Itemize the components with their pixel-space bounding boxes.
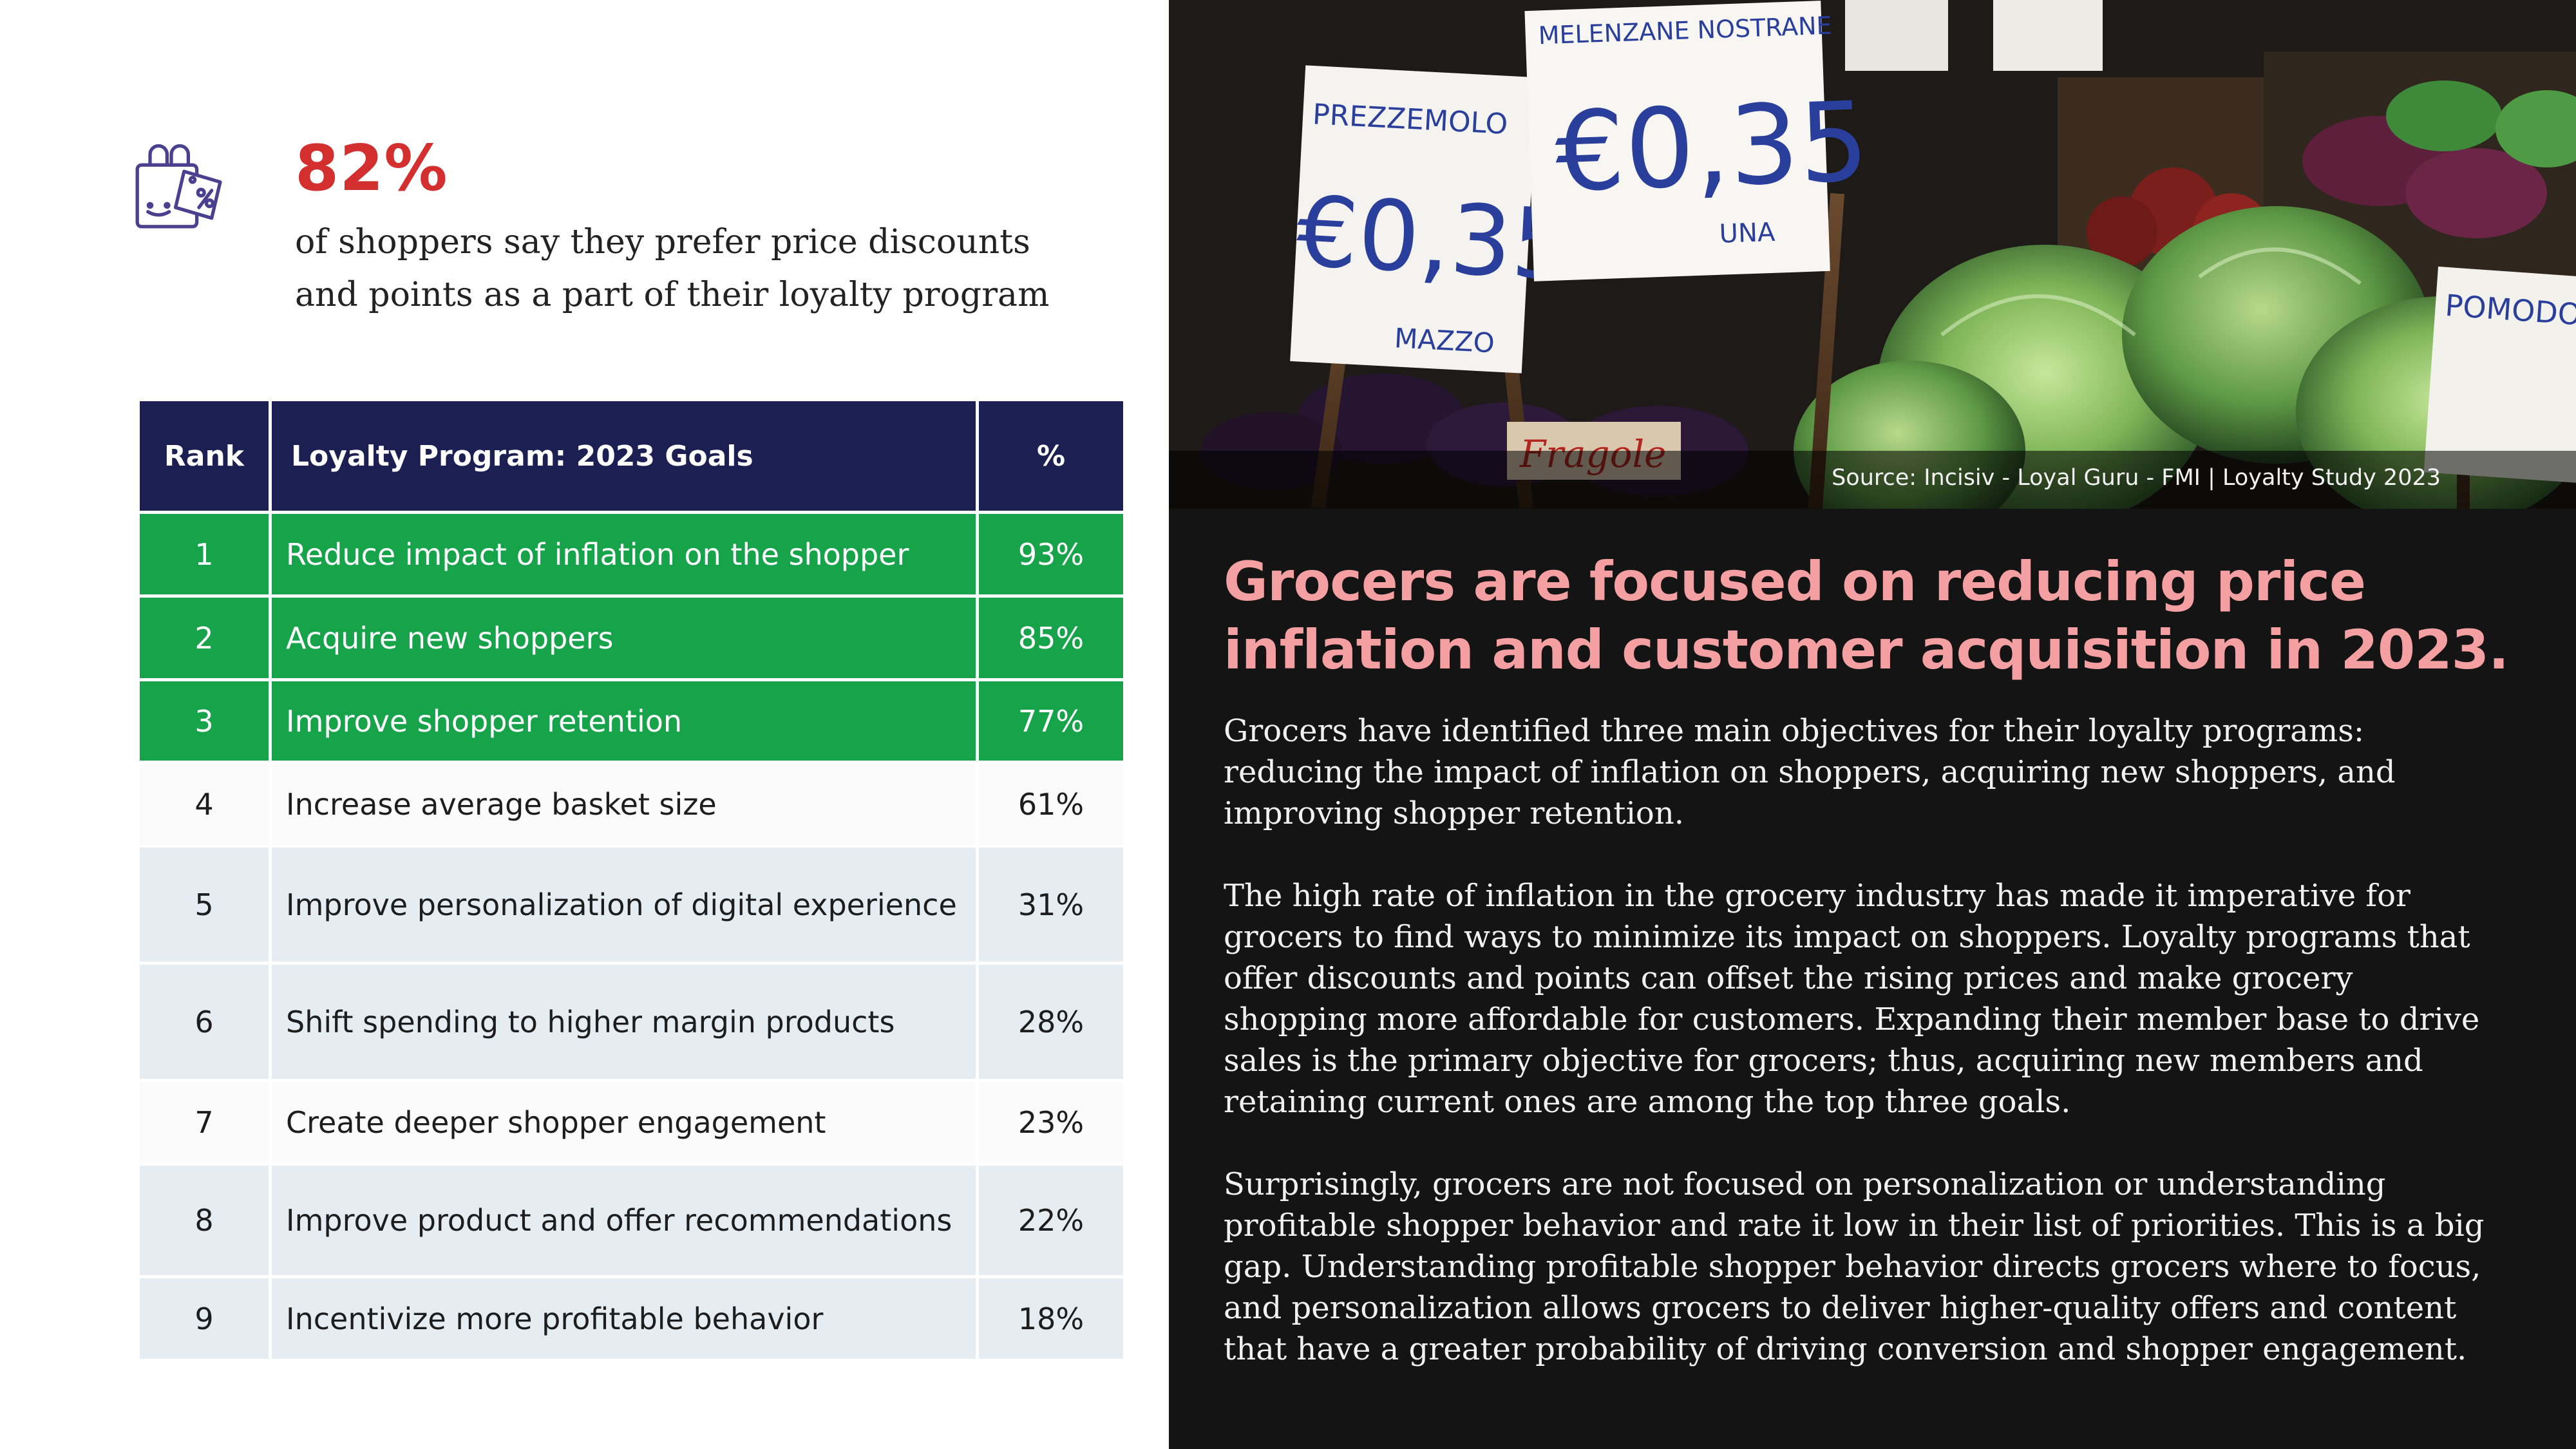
percent-cell: 23% — [976, 1079, 1126, 1166]
goal-cell: Acquire new shoppers — [269, 594, 979, 681]
percent-cell: 18% — [976, 1275, 1126, 1362]
rank-cell: 7 — [137, 1079, 272, 1166]
source-text: Incisiv - Loyal Guru - FMI | Loyalty Stu… — [1924, 465, 2441, 491]
rank-cell: 2 — [137, 594, 272, 681]
article-headline: Grocers are focused on reducing price in… — [1224, 550, 2509, 681]
rank-cell: 4 — [137, 761, 272, 848]
goal-cell: Improve shopper retention — [269, 678, 979, 764]
rank-cell: 8 — [137, 1162, 272, 1278]
percent-cell: 22% — [976, 1162, 1126, 1278]
rank-cell: 5 — [137, 844, 272, 965]
goal-cell: Reduce impact of inflation on the shoppe… — [269, 511, 979, 598]
header-rank: Rank — [137, 398, 272, 514]
sign-price-mazzo: €0,35 — [1294, 176, 1576, 302]
article-paragraph: Grocers have identified three main objec… — [1224, 713, 2396, 831]
table-row: 5 Improve personalization of digital exp… — [137, 844, 1126, 965]
rank-cell: 9 — [137, 1275, 272, 1362]
goal-cell: Improve product and offer recommendation… — [269, 1162, 979, 1278]
loyalty-goals-table: Rank Loyalty Program: 2023 Goals % 1 Red… — [137, 398, 1126, 1362]
rank-cell: 3 — [137, 678, 272, 764]
percent-cell: 28% — [976, 961, 1126, 1082]
table-row: 9 Incentivize more profitable behavior 1… — [137, 1275, 1126, 1362]
market-stall-photo: PREZZEMOLO €0,35 MAZZO MELENZANE NOSTRAN… — [1169, 0, 2576, 509]
source-label: Source: — [1832, 465, 1924, 491]
header-goal: Loyalty Program: 2023 Goals — [269, 398, 979, 514]
article-body: Grocers have identified three main objec… — [1224, 710, 2486, 1411]
shopping-bag-discount-icon — [135, 144, 222, 229]
percent-cell: 31% — [976, 844, 1126, 965]
sign-mazzo: MAZZO — [1394, 322, 1495, 359]
right-panel: PREZZEMOLO €0,35 MAZZO MELENZANE NOSTRAN… — [1169, 0, 2576, 1449]
table-row: 3 Improve shopper retention 77% — [137, 678, 1126, 764]
sign-una: UNA — [1719, 218, 1776, 249]
table-row: 2 Acquire new shoppers 85% — [137, 594, 1126, 681]
goal-cell: Increase average basket size — [269, 761, 979, 848]
stat-value: 82% — [295, 132, 448, 205]
goal-cell: Create deeper shopper engagement — [269, 1079, 979, 1166]
rank-cell: 1 — [137, 511, 272, 598]
article-paragraph: Surprisingly, grocers are not focused on… — [1224, 1166, 2485, 1367]
sign-price-una: €0,35 — [1553, 79, 1871, 217]
source-caption: Source: Incisiv - Loyal Guru - FMI | Loy… — [1832, 465, 2441, 491]
goal-cell: Incentivize more profitable behavior — [269, 1275, 979, 1362]
percent-cell: 61% — [976, 761, 1126, 848]
article-paragraph: The high rate of inflation in the grocer… — [1224, 878, 2480, 1120]
percent-cell: 93% — [976, 511, 1126, 598]
table-row: 7 Create deeper shopper engagement 23% — [137, 1079, 1126, 1166]
goal-cell: Improve personalization of digital exper… — [269, 844, 979, 965]
header-percent: % — [976, 398, 1126, 514]
percent-cell: 85% — [976, 594, 1126, 681]
table-row: 1 Reduce impact of inflation on the shop… — [137, 511, 1126, 598]
table-row: 6 Shift spending to higher margin produc… — [137, 961, 1126, 1082]
table-header-row: Rank Loyalty Program: 2023 Goals % — [137, 398, 1126, 514]
percent-cell: 77% — [976, 678, 1126, 764]
rank-cell: 6 — [137, 961, 272, 1082]
table-row: 8 Improve product and offer recommendati… — [137, 1162, 1126, 1278]
goal-cell: Shift spending to higher margin products — [269, 961, 979, 1082]
table-row: 4 Increase average basket size 61% — [137, 761, 1126, 848]
stat-description: of shoppers say they prefer price discou… — [295, 223, 1050, 314]
left-panel: 82% of shoppers say they prefer price di… — [0, 0, 1169, 1449]
